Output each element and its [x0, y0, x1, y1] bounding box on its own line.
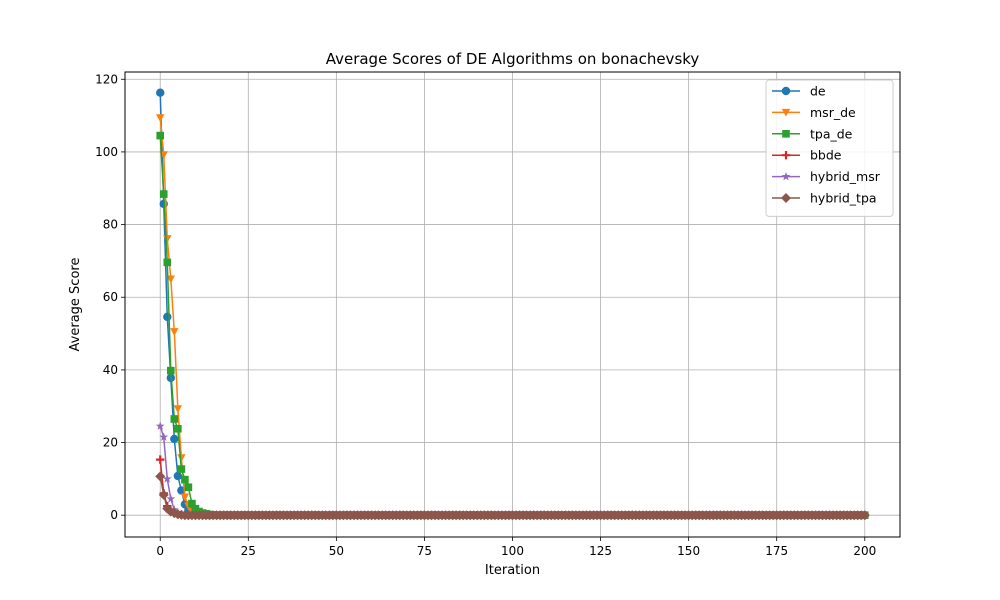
data-point: [188, 499, 196, 508]
data-point: [177, 465, 186, 473]
data-point: [177, 454, 186, 463]
legend-label: msr_de: [810, 105, 856, 120]
data-point: [170, 415, 179, 423]
data-point: [166, 494, 176, 503]
data-point: [163, 258, 172, 267]
y-tick-label: 80: [103, 218, 118, 232]
x-tick-label: 75: [417, 544, 432, 558]
legend-item: bbde: [772, 148, 842, 163]
y-tick-label: 60: [103, 290, 118, 304]
data-point: [184, 483, 193, 492]
y-tick-label: 40: [103, 363, 118, 377]
legend-item: hybrid_msr: [772, 169, 881, 184]
y-tick-label: 0: [110, 508, 118, 522]
legend-label: tpa_de: [810, 126, 853, 141]
y-tick-label: 120: [95, 72, 118, 86]
legend-marker: [781, 193, 791, 203]
ticks: 0 25 50 75 100 125 150 175 200 0 20 40 60 80 100 120: [95, 72, 876, 558]
data-point: [166, 366, 175, 375]
legend-item: de: [772, 84, 826, 99]
data-point: [173, 471, 183, 481]
x-tick-label: 200: [853, 544, 876, 558]
data-point: [181, 475, 189, 484]
data-point: [166, 275, 175, 284]
legend-box: [765, 79, 894, 217]
data-point: [180, 493, 190, 502]
x-axis-label: Iteration: [485, 563, 540, 578]
x-tick-label: 25: [241, 544, 256, 558]
y-tick-label: 100: [95, 145, 118, 159]
data-point: [163, 312, 172, 322]
data-point: [155, 471, 166, 482]
legend-marker: [781, 172, 791, 181]
x-tick-label: 100: [501, 544, 524, 558]
legend-label: hybrid_tpa: [810, 191, 877, 206]
data-point: [162, 474, 172, 483]
data-point: [170, 328, 179, 336]
data-point: [159, 432, 169, 441]
legend-label: de: [810, 84, 826, 99]
x-tick-label: 125: [589, 544, 612, 558]
x-tick-label: 0: [156, 544, 164, 558]
data-point: [156, 88, 165, 97]
legend-marker: [781, 86, 791, 96]
data-point: [170, 434, 179, 444]
legend-label: hybrid_msr: [810, 169, 881, 184]
series-hybrid-tpa: [155, 471, 870, 521]
data-point: [159, 190, 168, 198]
data-point: [859, 510, 870, 521]
legend-item: msr_de: [772, 105, 856, 120]
data-point: [158, 489, 169, 500]
data-point: [173, 405, 183, 413]
data-point: [156, 114, 165, 122]
x-tick-label: 50: [329, 544, 344, 558]
data-point: [156, 455, 165, 464]
x-tick-label: 150: [677, 544, 700, 558]
data-point: [155, 421, 165, 430]
x-tick-label: 175: [765, 544, 788, 558]
series-layer: [155, 88, 870, 521]
y-axis-label: Average Score: [68, 258, 83, 352]
chart-title: Average Scores of DE Algorithms on bonac…: [326, 50, 700, 68]
data-point: [156, 131, 165, 140]
data-point: [174, 424, 182, 433]
y-tick-label: 20: [103, 436, 118, 450]
legend-marker: [781, 108, 791, 117]
legend-item: tpa_de: [772, 126, 853, 141]
legend-marker: [781, 151, 791, 160]
legend-marker: [782, 130, 790, 138]
legend-label: bbde: [810, 148, 842, 163]
data-point: [163, 235, 172, 243]
legend-item: hybrid_tpa: [772, 191, 877, 206]
